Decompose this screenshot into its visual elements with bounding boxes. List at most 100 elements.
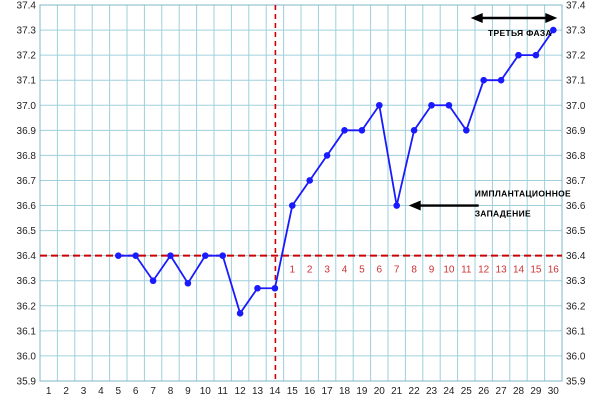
x-tick-label: 9 — [185, 386, 191, 397]
y-tick-label-left: 37.0 — [17, 101, 37, 112]
data-point — [393, 202, 401, 209]
phase-day-label: 13 — [496, 265, 508, 276]
x-tick-label: 30 — [548, 386, 560, 397]
data-point — [254, 284, 261, 292]
data-point — [323, 152, 331, 159]
x-tick-label: 10 — [200, 386, 212, 397]
y-tick-label-right: 37.4 — [566, 1, 586, 12]
data-point — [289, 202, 296, 209]
phase-day-label: 7 — [394, 265, 400, 276]
phase-day-labels: 1 2 3 4 5 6 7 8 9 10 11 12 13 14 15 16 — [290, 265, 560, 276]
y-tick-label-right: 36.8 — [566, 151, 586, 162]
data-point — [376, 101, 383, 109]
data-point — [463, 127, 470, 134]
x-tick-label: 6 — [133, 386, 139, 397]
series-layer — [115, 26, 557, 317]
y-tick-label-right: 37.2 — [566, 51, 586, 62]
data-point — [219, 252, 226, 259]
y-tick-label-left: 36.7 — [17, 176, 37, 187]
x-tick-label: 14 — [269, 386, 281, 397]
data-point — [236, 310, 244, 317]
x-tick-label: 29 — [530, 386, 542, 397]
grid — [39, 4, 563, 382]
data-point — [271, 284, 279, 292]
y-tick-label-right: 36.6 — [566, 201, 586, 212]
y-tick-label-left: 36.9 — [17, 126, 37, 137]
phase-day-label: 15 — [530, 265, 542, 276]
reference-lines — [40, 5, 562, 381]
x-tick-label: 27 — [496, 386, 508, 397]
x-tick-label: 22 — [409, 386, 421, 397]
phase-day-label: 10 — [443, 265, 455, 276]
x-tick-label: 5 — [116, 386, 122, 397]
x-tick-label: 3 — [81, 386, 87, 397]
x-tick-label: 19 — [356, 386, 368, 397]
y-tick-label-left: 37.1 — [17, 76, 37, 87]
x-tick-label: 4 — [98, 386, 104, 397]
tick-labels: 35.9 35.9 36.0 36.0 36.1 36.1 36.2 36.2 36.3 36.3… — [17, 1, 586, 398]
x-tick-label: 24 — [443, 386, 455, 397]
data-point — [341, 127, 348, 134]
x-tick-label: 26 — [478, 386, 490, 397]
annotations: ИМПЛАНТАЦИОННОЕ ЗАПАДЕНИЕ ТРЕТЬЯ ФАЗА — [408, 13, 571, 219]
x-tick-label: 8 — [168, 386, 174, 397]
data-point — [445, 101, 453, 109]
x-tick-label: 21 — [391, 386, 403, 397]
phase-day-label: 11 — [461, 265, 472, 276]
x-tick-label: 17 — [322, 386, 334, 397]
phase-annotation-text: ТРЕТЬЯ ФАЗА — [488, 28, 552, 38]
y-tick-label-left: 37.4 — [17, 1, 37, 12]
phase-day-label: 3 — [324, 265, 330, 276]
phase-day-label: 2 — [307, 265, 313, 276]
y-tick-label-left: 36.0 — [17, 351, 37, 362]
data-point — [167, 252, 174, 259]
y-tick-label-right: 37.0 — [566, 101, 586, 112]
annotation-text: ЗАПАДЕНИЕ — [475, 209, 531, 219]
annotation-arrow-head — [408, 200, 421, 211]
x-tick-label: 7 — [150, 386, 156, 397]
y-tick-label-right: 36.5 — [566, 226, 586, 237]
x-tick-label: 23 — [426, 386, 438, 397]
y-tick-label-left: 36.4 — [17, 251, 37, 262]
data-point — [480, 76, 488, 84]
y-tick-label-left: 37.3 — [17, 26, 37, 37]
data-point — [410, 127, 418, 134]
x-tick-label: 25 — [461, 386, 473, 397]
x-tick-label: 12 — [235, 386, 247, 397]
y-tick-label-right: 36.0 — [566, 351, 586, 362]
y-tick-label-right: 37.1 — [566, 76, 586, 87]
y-tick-label-left: 35.9 — [17, 377, 37, 388]
x-tick-label: 15 — [287, 386, 299, 397]
data-point — [358, 127, 366, 134]
y-tick-label-right: 37.3 — [566, 26, 586, 37]
data-point — [149, 277, 157, 285]
data-point — [306, 177, 314, 184]
phase-day-label: 14 — [513, 265, 525, 276]
x-tick-label: 28 — [513, 386, 525, 397]
phase-day-label: 8 — [411, 265, 417, 276]
y-tick-label-right: 36.4 — [566, 251, 586, 262]
phase-day-label: 9 — [429, 265, 435, 276]
x-tick-label: 18 — [339, 386, 351, 397]
phase-day-label: 16 — [548, 265, 560, 276]
x-tick-label: 16 — [304, 386, 316, 397]
data-point — [515, 51, 522, 59]
axes — [39, 4, 563, 382]
x-tick-label: 13 — [252, 386, 264, 397]
data-point — [532, 51, 540, 59]
plot-frame — [39, 4, 563, 382]
x-tick-label: 11 — [218, 386, 229, 397]
phase-day-label: 6 — [377, 265, 383, 276]
y-tick-label-right: 35.9 — [566, 377, 586, 388]
series-line — [118, 29, 555, 316]
phase-day-label: 4 — [342, 265, 348, 276]
phase-day-label: 12 — [478, 265, 490, 276]
y-tick-label-left: 36.1 — [17, 326, 37, 337]
data-point — [497, 76, 505, 84]
y-tick-label-left: 36.3 — [17, 276, 37, 287]
x-tick-label: 2 — [63, 386, 69, 397]
data-point — [184, 279, 192, 287]
x-tick-label: 20 — [374, 386, 386, 397]
y-tick-label-left: 36.2 — [17, 301, 37, 312]
x-tick-label: 1 — [46, 386, 52, 397]
